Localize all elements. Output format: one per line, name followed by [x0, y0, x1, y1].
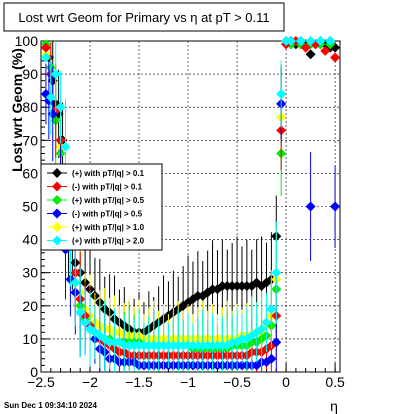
data-point [300, 42, 311, 53]
data-point [285, 36, 296, 46]
data-point [271, 337, 282, 348]
data-point [50, 69, 61, 80]
data-point [75, 307, 86, 318]
data-point [60, 141, 71, 152]
y-tick-label: 40 [22, 232, 38, 248]
legend-marker [52, 195, 62, 205]
x-tick-labels: −2.5 −2 −1.5 −1 −0.5 0 0.5 [27, 374, 345, 390]
chart-title: Lost wrt Geom for Primary vs η at pT > 0… [18, 10, 269, 25]
legend-marker [52, 222, 62, 232]
data-point [330, 52, 341, 63]
y-tick-labels: 0 10 20 30 40 50 60 70 80 90 100 [15, 33, 39, 380]
y-tick-label: 80 [22, 99, 38, 115]
legend: (+) with pT/|q| > 0.1 (-) with pT/|q| > 0… [40, 163, 163, 251]
y-axis-title: Lost wrt Geom (%) [9, 48, 25, 172]
data-point [266, 353, 277, 364]
data-point [320, 45, 331, 56]
x-axis-title: η [330, 398, 338, 414]
y-tick-label: 10 [22, 331, 38, 347]
x-tick-label: 0.5 [325, 374, 345, 390]
legend-label: (+) with pT/|q| > 0.5 [72, 196, 145, 205]
legend-marker [52, 181, 62, 192]
data-point [325, 36, 336, 46]
data-point [305, 36, 316, 46]
data-point [266, 304, 277, 315]
y-tick-label: 60 [22, 165, 38, 181]
data-point [315, 36, 326, 46]
y-tick-label: 30 [22, 265, 38, 281]
y-tick-label: 50 [22, 199, 38, 215]
legend-marker [52, 168, 62, 178]
legend-marker [52, 208, 62, 219]
legend-label: (-) with pT/|q| > 0.1 [72, 183, 143, 192]
legend-label: (+) with pT/|q| > 0.1 [72, 169, 145, 178]
data-point [330, 201, 341, 212]
data-point [305, 201, 316, 212]
data-point [70, 277, 81, 288]
x-tick-label: −2 [82, 374, 98, 390]
data-point [271, 267, 282, 278]
data-point [276, 88, 287, 99]
data-point [55, 102, 66, 113]
title-box [3, 2, 285, 32]
y-tick-label: 0 [30, 364, 38, 380]
timestamp: Sun Dec 1 09:34:10 2024 [4, 401, 97, 410]
legend-label: (+) with pT/|q| > 2.0 [72, 237, 145, 246]
legend-marker [52, 235, 62, 246]
data-point [80, 317, 91, 328]
x-tick-label: −1 [180, 374, 196, 390]
legend-label: (-) with pT/|q| > 0.5 [72, 210, 143, 219]
data-point [45, 92, 56, 103]
data-point [295, 36, 306, 46]
x-tick-label: −2.5 [27, 374, 55, 390]
y-tick-label: 90 [22, 66, 38, 82]
data-point [40, 52, 51, 63]
data-point [261, 317, 272, 328]
x-tick-label: −1.5 [125, 374, 153, 390]
y-tick-label: 100 [15, 33, 39, 49]
y-tick-label: 70 [22, 132, 38, 148]
data-point [305, 49, 316, 60]
data-point [256, 323, 267, 334]
y-tick-label: 20 [22, 298, 38, 314]
x-tick-label: −0.5 [223, 374, 251, 390]
legend-label: (+) with pT/|q| > 1.0 [72, 223, 145, 232]
data-point [40, 42, 51, 53]
x-tick-label: 0 [282, 374, 290, 390]
legend-box [40, 163, 163, 251]
